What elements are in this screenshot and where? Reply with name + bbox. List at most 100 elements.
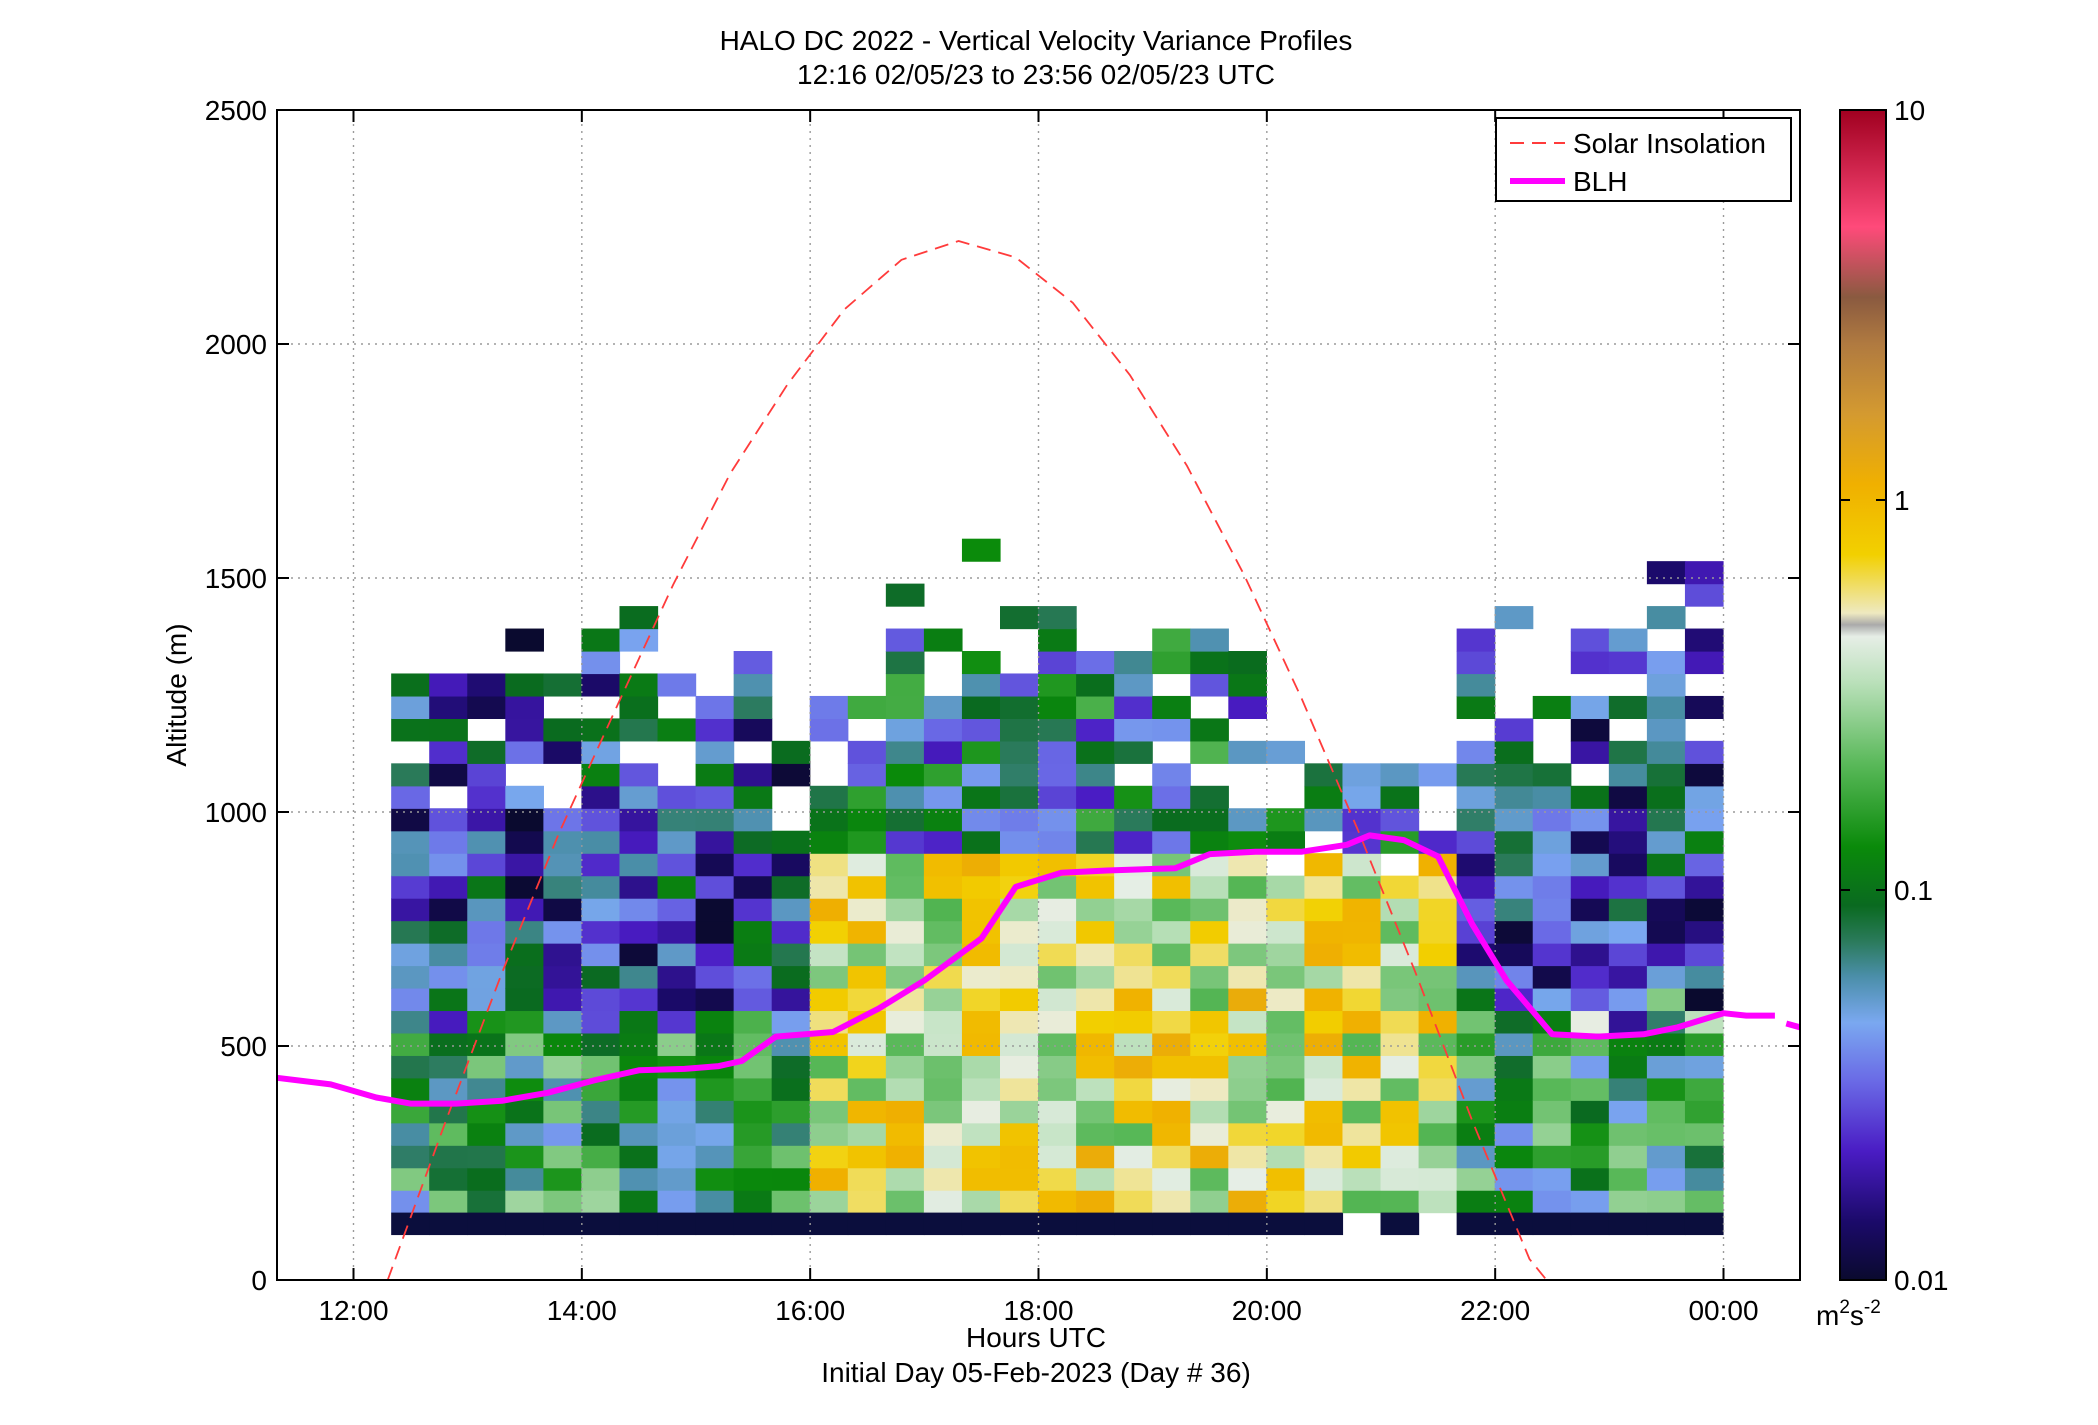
heatmap-cell (1380, 763, 1420, 787)
heatmap-cell (1190, 1122, 1229, 1146)
heatmap-cell (1152, 1145, 1191, 1169)
heatmap-cell (391, 1190, 430, 1214)
heatmap-cell (695, 1010, 735, 1034)
heatmap-cell (1266, 1167, 1306, 1191)
heatmap-cell (1076, 965, 1115, 989)
heatmap-cell (619, 1100, 659, 1124)
surface-layer-cell (467, 1212, 506, 1236)
heatmap-cell (733, 785, 773, 809)
heatmap-cell (771, 1190, 811, 1214)
heatmap-cell (733, 1010, 773, 1034)
y-tick-label: 2500 (205, 95, 267, 126)
heatmap-cell (505, 898, 544, 922)
heatmap-cell (1038, 1190, 1077, 1214)
heatmap-cell (1152, 1122, 1191, 1146)
heatmap-cell (1684, 1055, 1724, 1079)
heatmap-cell (581, 763, 621, 787)
heatmap-cell (1646, 875, 1686, 899)
heatmap-cell (391, 1032, 430, 1056)
heatmap-cell (1494, 1077, 1534, 1101)
heatmap-cell (657, 920, 697, 944)
x-tick-label: 12:00 (318, 1295, 388, 1326)
heatmap-layer (391, 538, 1724, 1236)
heatmap-cell (391, 853, 430, 877)
heatmap-cell (391, 808, 430, 832)
y-tick-label: 1500 (205, 563, 267, 594)
heatmap-cell (1114, 1032, 1153, 1056)
heatmap-cell (1000, 1100, 1039, 1124)
heatmap-cell (1000, 987, 1039, 1012)
heatmap-cell (1342, 808, 1382, 832)
surface-layer-cell (1114, 1212, 1153, 1236)
heatmap-cell (1570, 651, 1610, 675)
heatmap-cell (733, 763, 773, 787)
heatmap-cell (391, 965, 430, 989)
heatmap-cell (581, 628, 621, 652)
heatmap-cell (1190, 1032, 1229, 1056)
heatmap-cell (429, 673, 468, 697)
heatmap-cell (1608, 628, 1648, 652)
heatmap-cell (619, 920, 659, 944)
heatmap-cell (619, 1032, 659, 1056)
heatmap-cell (1114, 673, 1153, 697)
heatmap-cell (1456, 628, 1496, 652)
heatmap-cell (695, 943, 735, 967)
heatmap-cell (429, 1077, 468, 1101)
heatmap-cell (1076, 1167, 1115, 1191)
heatmap-cell (543, 740, 583, 764)
heatmap-cell (505, 853, 544, 877)
heatmap-cell (1228, 898, 1267, 922)
heatmap-cell (1494, 875, 1534, 899)
heatmap-cell (543, 853, 583, 877)
heatmap-cell (1038, 943, 1077, 967)
heatmap-cell (1608, 1145, 1648, 1169)
heatmap-cell (581, 808, 621, 832)
heatmap-cell (1152, 943, 1191, 967)
heatmap-cell (885, 853, 925, 877)
heatmap-cell (543, 943, 583, 967)
blh-line (1785, 1020, 1801, 1031)
heatmap-cell (505, 965, 544, 989)
heatmap-cell (467, 1010, 506, 1034)
surface-layer-cell (429, 1212, 468, 1236)
heatmap-cell (657, 1167, 697, 1191)
heatmap-cell (1076, 763, 1115, 787)
heatmap-cell (1152, 1055, 1191, 1079)
heatmap-cell (543, 673, 583, 697)
heatmap-cell (429, 853, 468, 877)
heatmap-cell (885, 740, 925, 764)
heatmap-cell (581, 1055, 621, 1079)
heatmap-cell (1190, 965, 1229, 989)
heatmap-cell (391, 763, 430, 787)
heatmap-cell (429, 987, 468, 1012)
heatmap-cell (1228, 1077, 1267, 1101)
heatmap-cell (1000, 785, 1039, 809)
heatmap-cell (581, 987, 621, 1012)
heatmap-cell (1532, 695, 1572, 719)
heatmap-cell (885, 1167, 925, 1191)
heatmap-cell (429, 920, 468, 944)
heatmap-cell (1038, 1010, 1077, 1034)
heatmap-cell (505, 1190, 544, 1214)
heatmap-cell (885, 920, 925, 944)
heatmap-cell (657, 718, 697, 742)
heatmap-cell (1076, 1010, 1115, 1034)
heatmap-cell (1190, 1100, 1229, 1124)
heatmap-cell (733, 1100, 773, 1124)
heatmap-cell (619, 1145, 659, 1169)
heatmap-cell (695, 1032, 735, 1056)
heatmap-cell (809, 1122, 849, 1146)
heatmap-cell (771, 1122, 811, 1146)
heatmap-cell (885, 987, 925, 1012)
heatmap-cell (771, 1010, 811, 1034)
heatmap-cell (1380, 1167, 1420, 1191)
heatmap-cell (961, 1010, 1001, 1034)
surface-layer-cell (1646, 1212, 1686, 1236)
heatmap-cell (1266, 987, 1306, 1012)
heatmap-cell (695, 808, 735, 832)
heatmap-cell (1038, 1077, 1077, 1101)
heatmap-cell (467, 808, 506, 832)
heatmap-cell (429, 1010, 468, 1034)
heatmap-cell (1304, 920, 1344, 944)
heatmap-cell (1342, 1100, 1382, 1124)
